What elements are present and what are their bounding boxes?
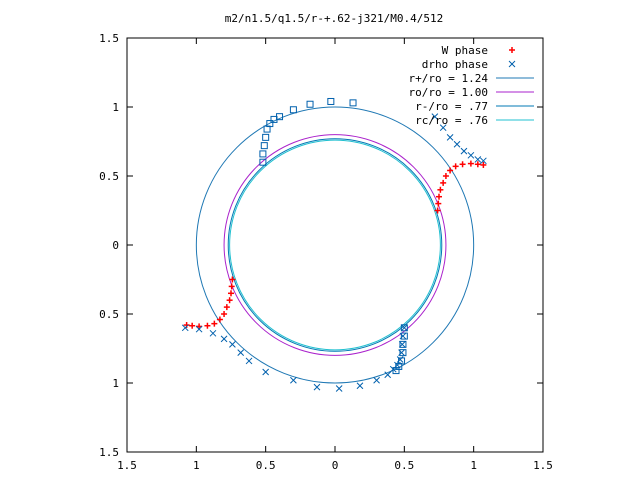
square-point bbox=[392, 367, 400, 375]
w-phase-point bbox=[189, 322, 196, 329]
x-tick-label: 1.5 bbox=[117, 459, 137, 472]
drho-phase-point bbox=[229, 341, 236, 348]
w-phase-point bbox=[211, 320, 218, 327]
square-point bbox=[276, 113, 284, 121]
drho-phase-point bbox=[460, 147, 468, 155]
w-phase-point bbox=[474, 161, 481, 168]
legend-label: drho phase bbox=[422, 58, 488, 71]
drho-phase-point bbox=[446, 134, 454, 141]
y-tick-label: 1.5 bbox=[99, 32, 119, 45]
w-phase-point bbox=[229, 276, 236, 283]
drho-phase-point bbox=[290, 376, 297, 384]
w-phase-point bbox=[221, 311, 228, 317]
w-phase-point bbox=[216, 316, 223, 323]
drho-phase-point bbox=[245, 357, 253, 365]
drho-phase-point bbox=[474, 156, 482, 163]
drho-phase-point bbox=[209, 329, 217, 337]
y-tick-label: 1.5 bbox=[99, 446, 119, 459]
w-phase-point bbox=[480, 161, 487, 168]
x-tick-label: 1 bbox=[470, 459, 477, 472]
legend-label: W phase bbox=[442, 44, 488, 57]
w-phase-point bbox=[434, 207, 441, 214]
drho-phase-point bbox=[356, 382, 364, 390]
legend-label: ro/ro = 1.00 bbox=[409, 86, 488, 99]
w-phase-point bbox=[204, 322, 211, 329]
w-phase-point bbox=[196, 323, 203, 330]
w-phase-point bbox=[459, 161, 466, 168]
w-phase-point bbox=[440, 179, 447, 186]
drho-phase-point bbox=[373, 376, 380, 384]
w-phase-point bbox=[442, 173, 449, 179]
legend-cross-marker bbox=[508, 60, 516, 68]
square-point bbox=[399, 340, 407, 348]
y-tick-label: 0 bbox=[112, 239, 119, 252]
axis-ticks: 1.5 1 0.5 0 0.5 1 1.51.510.500.511.5 bbox=[99, 32, 553, 472]
drho-phase-point bbox=[480, 157, 487, 165]
y-tick-label: 1 bbox=[112, 377, 119, 390]
drho-phase-point bbox=[195, 325, 203, 333]
square-point bbox=[399, 349, 407, 357]
square-point bbox=[400, 332, 408, 340]
w-phase-point bbox=[435, 200, 442, 207]
square-point bbox=[349, 99, 357, 107]
x-tick-label: 0.5 bbox=[256, 459, 276, 472]
w-phase-point bbox=[467, 160, 474, 167]
square-point bbox=[262, 133, 270, 141]
square-point bbox=[289, 106, 297, 114]
square-point bbox=[259, 158, 267, 166]
w-phase-point bbox=[223, 304, 230, 311]
legend-label: r+/ro = 1.24 bbox=[409, 72, 489, 85]
w-phase-point bbox=[228, 290, 234, 297]
y-tick-label: 1 bbox=[112, 101, 119, 114]
drho-phase-point bbox=[439, 124, 447, 132]
drho-phase-point bbox=[453, 140, 461, 148]
legend-plus-marker bbox=[509, 47, 515, 53]
legend-label: r-/ro = .77 bbox=[415, 100, 488, 113]
circle-r+ bbox=[195, 106, 475, 384]
x-tick-label: 1 bbox=[193, 459, 200, 472]
w-phase-point bbox=[452, 163, 459, 170]
data-series bbox=[181, 97, 487, 392]
drho-phase-point bbox=[181, 324, 189, 332]
drho-phase-point bbox=[431, 113, 439, 121]
square-point bbox=[306, 100, 314, 108]
drho-phase-point bbox=[262, 368, 270, 376]
drho-phase-point bbox=[384, 371, 392, 379]
reference-circles bbox=[195, 106, 475, 384]
square-point bbox=[327, 97, 335, 105]
x-tick-label: 0.5 bbox=[394, 459, 414, 472]
chart-title: m2/n1.5/q1.5/r-+.62-j321/M0.4/512 bbox=[225, 12, 444, 25]
w-phase-point bbox=[437, 186, 444, 193]
drho-phase-point bbox=[220, 335, 228, 343]
y-tick-label: 0.5 bbox=[99, 170, 119, 183]
drho-phase-point bbox=[467, 151, 475, 159]
drho-phase-point bbox=[237, 349, 245, 356]
w-phase-point bbox=[226, 297, 233, 304]
drho-phase-point bbox=[400, 324, 408, 332]
circle-ro bbox=[223, 134, 447, 356]
w-phase-point bbox=[436, 193, 442, 200]
x-tick-label: 0 bbox=[332, 459, 339, 472]
square-point bbox=[266, 120, 274, 128]
w-phase-point bbox=[447, 167, 454, 174]
drho-phase-point bbox=[335, 385, 343, 392]
square-point bbox=[260, 142, 268, 150]
drho-phase-point bbox=[313, 383, 321, 391]
square-point bbox=[259, 150, 267, 158]
circle-rc bbox=[229, 139, 441, 351]
y-tick-label: 0.5 bbox=[99, 308, 119, 321]
x-tick-label: 1.5 bbox=[533, 459, 553, 472]
circle-r- bbox=[227, 138, 443, 352]
square-point bbox=[400, 324, 408, 332]
legend-label: rc/ro = .76 bbox=[415, 114, 488, 127]
w-phase-point bbox=[228, 283, 235, 290]
